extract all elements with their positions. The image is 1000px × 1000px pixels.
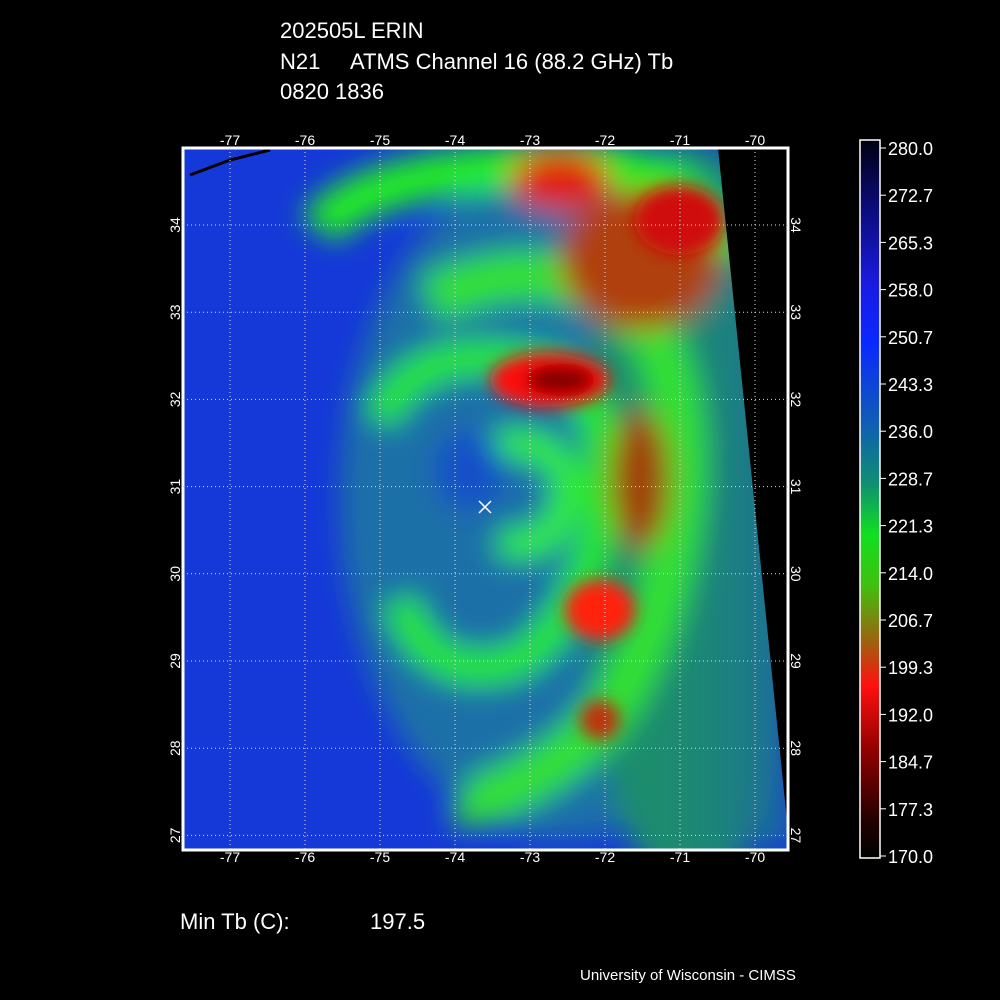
lon-label-bottom: -71	[670, 849, 690, 865]
map-frame	[181, 146, 790, 852]
lat-label-right: 32	[788, 392, 804, 408]
lat-label-right: 28	[788, 740, 804, 756]
lon-label-top: -76	[295, 132, 315, 148]
lat-label-right: 29	[788, 653, 804, 669]
brightness-image	[183, 148, 788, 850]
colorbar-label: 192.0	[888, 705, 933, 725]
lat-label-right: 34	[788, 217, 804, 233]
satellite: N21	[280, 49, 320, 74]
lon-label-top: -72	[595, 132, 615, 148]
lat-label-right: 33	[788, 304, 804, 320]
colorbar	[859, 139, 881, 859]
lon-label-bottom: -75	[370, 849, 390, 865]
lat-label-right: 30	[788, 566, 804, 582]
colorbar-label: 236.0	[888, 422, 933, 442]
colorbar-label: 214.0	[888, 564, 933, 584]
storm-title: 202505L ERIN	[280, 18, 424, 43]
lat-label-left: 27	[167, 827, 183, 843]
time: 0820 1836	[280, 79, 384, 104]
colorbar-label: 170.0	[888, 847, 933, 867]
lon-label-bottom: -73	[520, 849, 540, 865]
center-marker	[478, 500, 492, 514]
lat-label-left: 34	[167, 217, 183, 233]
lon-label-bottom: -72	[595, 849, 615, 865]
sensor: ATMS Channel 16 (88.2 GHz) Tb	[350, 49, 673, 74]
colorbar-label: 228.7	[888, 469, 933, 489]
lat-label-left: 32	[167, 391, 183, 407]
lon-label-top: -75	[370, 132, 390, 148]
lat-label-left: 30	[167, 566, 183, 582]
colorbar-label: 280.0	[888, 139, 933, 159]
lon-label-bottom: -70	[745, 849, 765, 865]
colorbar-label: 199.3	[888, 658, 933, 678]
colorbar-label: 206.7	[888, 611, 933, 631]
credit: University of Wisconsin - CIMSS	[580, 967, 796, 984]
lat-label-left: 28	[167, 740, 183, 756]
lat-label-left: 29	[167, 653, 183, 669]
colorbar-label: 272.7	[888, 186, 933, 206]
lon-label-top: -73	[520, 132, 540, 148]
min-label: Min Tb (C):	[180, 909, 290, 934]
lon-label-bottom: -77	[220, 849, 240, 865]
lon-label-top: -77	[220, 132, 240, 148]
colorbar-label: 258.0	[888, 281, 933, 301]
lat-label-left: 31	[167, 479, 183, 495]
lon-label-top: -70	[745, 132, 765, 148]
lat-label-right: 31	[788, 479, 804, 495]
lon-label-bottom: -76	[295, 849, 315, 865]
lat-label-right: 27	[788, 828, 804, 844]
colorbar-label: 184.7	[888, 753, 933, 773]
lon-label-top: -71	[670, 132, 690, 148]
min-value: 197.5	[370, 909, 425, 934]
colorbar-label: 243.3	[888, 375, 933, 395]
colorbar-label: 250.7	[888, 328, 933, 348]
lon-label-bottom: -74	[445, 849, 465, 865]
colorbar-label: 177.3	[888, 800, 933, 820]
colorbar-label: 265.3	[888, 233, 933, 253]
colorbar-label: 221.3	[888, 517, 933, 537]
lon-label-top: -74	[445, 132, 465, 148]
lat-label-left: 33	[167, 304, 183, 320]
